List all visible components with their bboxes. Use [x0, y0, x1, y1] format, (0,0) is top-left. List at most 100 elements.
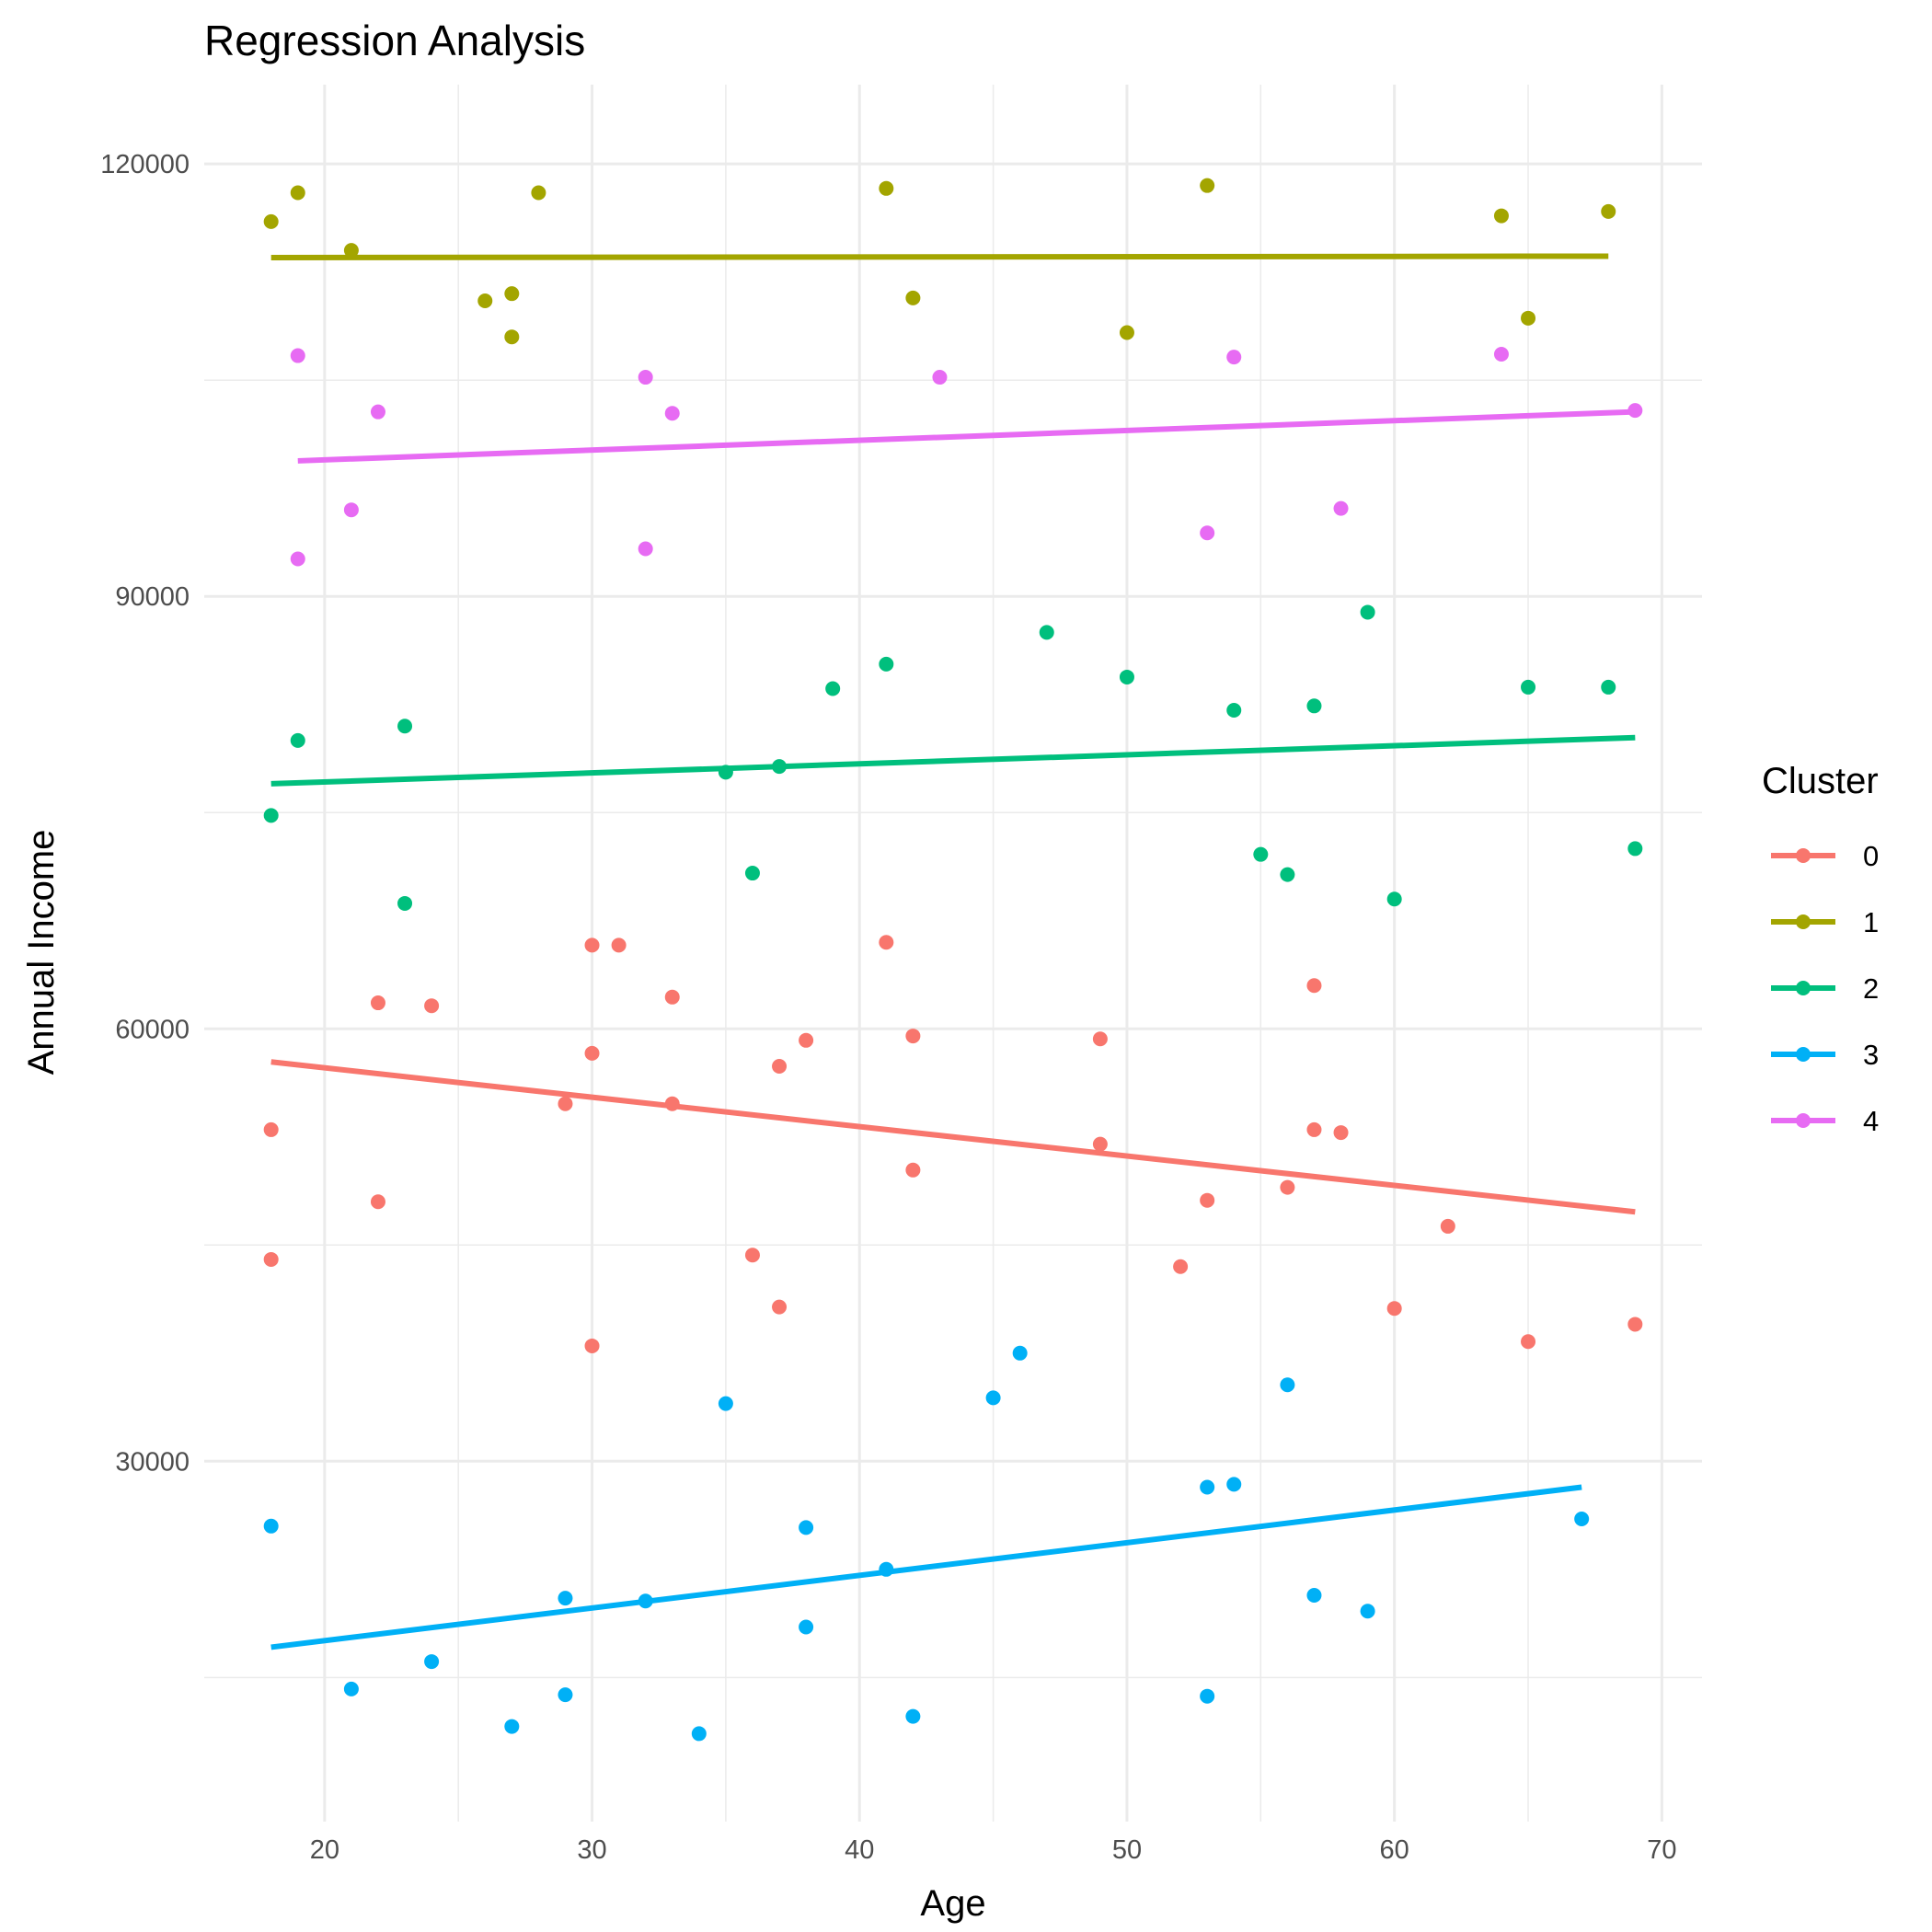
x-axis-title: Age	[920, 1883, 985, 1924]
point-cluster-4	[290, 348, 305, 363]
point-cluster-0	[1092, 1031, 1108, 1047]
y-tick-label: 30000	[115, 1447, 190, 1477]
point-cluster-2	[718, 765, 733, 780]
y-tick-label: 60000	[115, 1015, 190, 1044]
point-cluster-0	[263, 1121, 279, 1137]
point-cluster-0	[799, 1032, 814, 1048]
regression-line-cluster-4	[297, 408, 1636, 464]
point-cluster-2	[1306, 698, 1322, 714]
point-cluster-3	[985, 1390, 1001, 1406]
point-cluster-1	[477, 293, 493, 309]
point-cluster-4	[1493, 346, 1509, 362]
point-cluster-3	[263, 1518, 279, 1534]
point-cluster-3	[1306, 1588, 1322, 1604]
point-cluster-2	[744, 866, 760, 881]
x-tick-label: 40	[845, 1835, 874, 1865]
point-cluster-2	[1360, 604, 1375, 620]
point-cluster-2	[879, 656, 894, 672]
point-cluster-0	[1306, 978, 1322, 994]
point-cluster-3	[424, 1654, 440, 1670]
point-cluster-0	[1173, 1259, 1189, 1274]
point-cluster-4	[1333, 500, 1349, 516]
x-tick-label: 50	[1112, 1835, 1142, 1865]
point-cluster-4	[932, 370, 948, 385]
gridlines	[204, 85, 1702, 1822]
x-axis-ticks: 20 30 40 50 60 70	[310, 1835, 1677, 1865]
point-cluster-3	[1200, 1688, 1215, 1704]
point-cluster-3	[905, 1708, 921, 1724]
legend-label-1: 1	[1863, 906, 1879, 938]
point-cluster-2	[397, 719, 413, 734]
point-cluster-3	[343, 1681, 359, 1696]
point-cluster-3	[718, 1396, 733, 1411]
point-cluster-3	[1360, 1604, 1375, 1619]
point-cluster-3	[1574, 1511, 1590, 1526]
point-cluster-3	[1280, 1377, 1295, 1393]
y-tick-label: 90000	[115, 582, 190, 612]
point-cluster-1	[905, 290, 921, 305]
point-cluster-2	[1280, 867, 1295, 882]
point-cluster-0	[905, 1162, 921, 1178]
point-cluster-2	[1386, 891, 1402, 907]
point-cluster-4	[1627, 403, 1643, 419]
point-cluster-0	[370, 995, 385, 1011]
legend-key-dot-3	[1796, 1047, 1811, 1062]
point-cluster-0	[744, 1248, 760, 1263]
point-cluster-0	[1521, 1334, 1536, 1350]
point-cluster-3	[558, 1591, 573, 1606]
point-cluster-3	[799, 1619, 814, 1635]
point-cluster-0	[584, 1045, 600, 1061]
point-cluster-3	[1200, 1479, 1215, 1495]
point-cluster-3	[799, 1520, 814, 1535]
legend-key-dot-1	[1796, 914, 1811, 929]
point-cluster-2	[1627, 841, 1643, 857]
point-cluster-0	[584, 1338, 600, 1353]
point-cluster-2	[1039, 625, 1054, 640]
point-cluster-4	[664, 406, 680, 421]
regression-line-cluster-0	[270, 1059, 1636, 1215]
point-cluster-1	[1521, 310, 1536, 326]
point-cluster-0	[1386, 1301, 1402, 1317]
point-cluster-0	[1306, 1121, 1322, 1137]
point-cluster-1	[290, 185, 305, 201]
point-cluster-0	[664, 1096, 680, 1111]
x-tick-label: 20	[310, 1835, 339, 1865]
point-cluster-0	[772, 1299, 788, 1315]
point-cluster-3	[558, 1687, 573, 1703]
point-cluster-0	[611, 937, 627, 953]
point-cluster-0	[558, 1096, 573, 1111]
legend-key-dot-0	[1796, 848, 1811, 863]
legend: Cluster 0 1 2 3 4	[1762, 761, 1879, 1137]
legend-label-0: 0	[1863, 840, 1879, 872]
point-cluster-1	[531, 185, 546, 201]
point-cluster-3	[691, 1726, 707, 1742]
point-cluster-4	[1226, 350, 1242, 365]
data-points	[263, 178, 1643, 1742]
point-cluster-3	[638, 1593, 653, 1609]
point-cluster-0	[1333, 1125, 1349, 1141]
point-cluster-1	[1119, 325, 1134, 340]
point-cluster-2	[1253, 846, 1269, 862]
regression-line-cluster-2	[270, 734, 1636, 787]
point-cluster-1	[504, 286, 520, 302]
point-cluster-3	[1012, 1345, 1028, 1361]
point-cluster-1	[1601, 203, 1616, 219]
point-cluster-0	[370, 1194, 385, 1210]
point-cluster-0	[424, 998, 440, 1014]
legend-label-2: 2	[1863, 972, 1879, 1005]
point-cluster-1	[343, 243, 359, 259]
point-cluster-2	[1226, 702, 1242, 718]
point-cluster-2	[1521, 679, 1536, 695]
point-cluster-1	[1200, 178, 1215, 193]
legend-key-dot-4	[1796, 1113, 1811, 1128]
point-cluster-2	[1119, 669, 1134, 684]
regression-line-cluster-3	[270, 1484, 1582, 1650]
point-cluster-2	[290, 732, 305, 748]
x-tick-label: 60	[1380, 1835, 1409, 1865]
point-cluster-1	[504, 329, 520, 345]
point-cluster-3	[504, 1719, 520, 1734]
point-cluster-2	[263, 808, 279, 823]
regression-lines	[270, 253, 1636, 1650]
point-cluster-0	[1092, 1136, 1108, 1152]
